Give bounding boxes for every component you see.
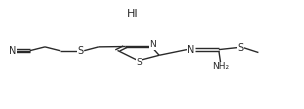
Text: HI: HI bbox=[126, 9, 138, 19]
Text: N: N bbox=[187, 45, 195, 55]
Text: NH₂: NH₂ bbox=[212, 62, 229, 71]
Text: S: S bbox=[136, 58, 142, 67]
Text: S: S bbox=[78, 46, 84, 56]
Text: N: N bbox=[149, 40, 156, 49]
Text: S: S bbox=[237, 43, 243, 53]
Text: N: N bbox=[9, 46, 16, 56]
